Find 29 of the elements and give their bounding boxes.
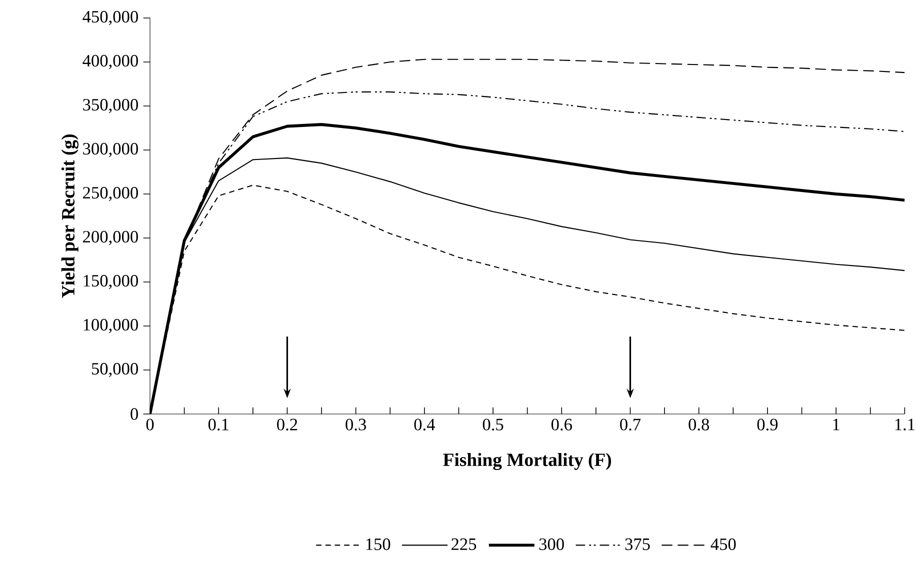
y-tick-label: 200,000: [83, 230, 138, 246]
x-tick-label: 0.5: [482, 418, 504, 430]
x-tick-label: 0.9: [757, 418, 778, 430]
legend-label: 225: [452, 538, 476, 550]
y-tick-label: 350,000: [83, 98, 138, 114]
x-tick-label: 0.4: [414, 418, 436, 430]
x-tick-label: 0.8: [688, 418, 710, 430]
legend-label: 450: [710, 538, 736, 550]
y-tick-label: 300,000: [83, 142, 138, 158]
x-tick-label: 0.3: [346, 418, 366, 430]
x-tick-label: 0.6: [551, 418, 572, 430]
legend-label: 150: [366, 538, 390, 550]
x-tick-label: 0.1: [208, 418, 228, 430]
legend-label: 375: [625, 538, 650, 550]
y-tick-label: 0: [130, 408, 138, 420]
x-tick-label: 0: [146, 418, 154, 430]
y-tick-label: 50,000: [92, 362, 138, 378]
y-tick-label: 400,000: [82, 54, 138, 70]
x-tick-label: 0.2: [277, 418, 298, 430]
y-axis-title: Yield per Recruit (g): [61, 134, 78, 298]
y-tick-label: 100,000: [84, 318, 138, 334]
y-tick-label: 450,000: [82, 10, 138, 26]
y-tick-label: 150,000: [84, 274, 138, 290]
x-tick-label: 0.7: [620, 418, 641, 430]
legend-label: 300: [539, 538, 564, 550]
x-tick-label: 1.1: [895, 418, 914, 430]
x-tick-label: 1: [833, 418, 840, 430]
x-axis-title: Fishing Mortality (F): [443, 452, 612, 470]
y-tick-label: 250,000: [83, 186, 138, 202]
